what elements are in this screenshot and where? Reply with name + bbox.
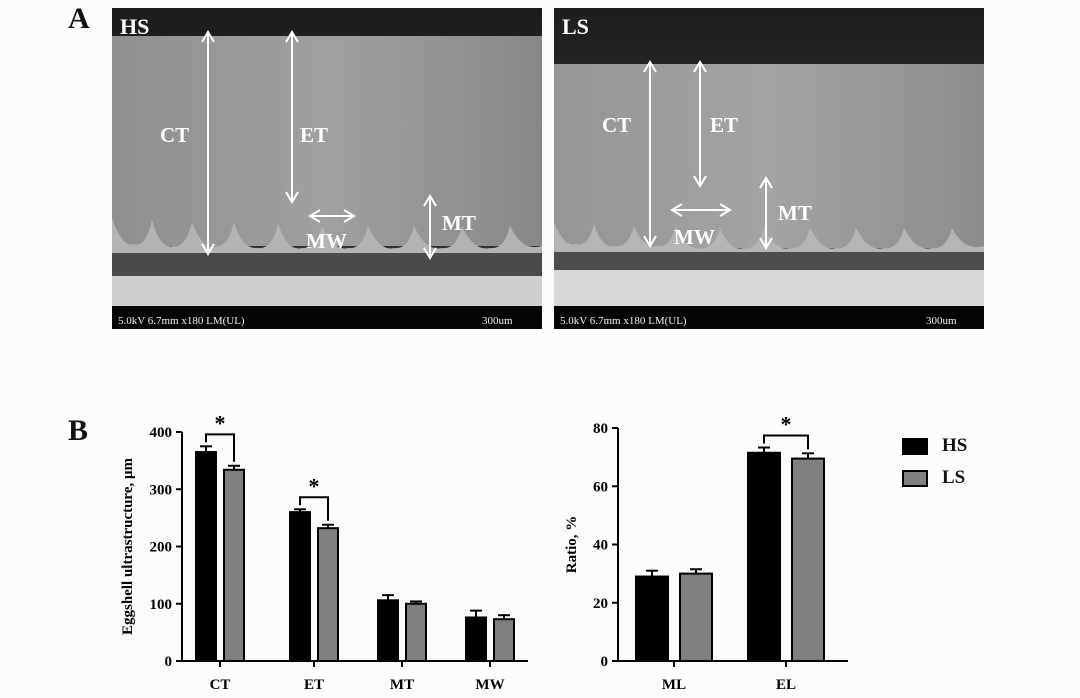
sem-footer-hs: 5.0kV 6.7mm x180 LM(UL) (118, 315, 245, 327)
bar-hs-ct (195, 451, 217, 662)
bar-hs-mt (377, 599, 399, 663)
y-tick-label: 40 (593, 538, 608, 554)
bar-hs-mw (465, 616, 487, 662)
significance-bracket (763, 434, 809, 450)
y-tick-label: 0 (165, 654, 173, 670)
sem-image-hs: HS 5.0kV 6.7mm x180 LM(UL) 300um CT ET M… (112, 8, 542, 329)
legend-label-ls: LS (942, 467, 966, 488)
significance-star: * (781, 412, 792, 437)
panel-label-b: B (68, 414, 89, 447)
sem-label-mw-hs: MW (306, 229, 347, 253)
x-tick-label: ML (662, 677, 686, 693)
legend: HS LS (902, 430, 967, 494)
sem-scale-hs: 300um (482, 315, 513, 327)
bar-ls-mt (405, 602, 427, 662)
bar-ls-ct (223, 468, 245, 662)
y-tick-label: 300 (150, 482, 173, 498)
significance-bracket (299, 496, 329, 521)
y-tick-label: 100 (150, 597, 173, 613)
sem-label-mt-hs: MT (442, 211, 476, 235)
sem-arrows-ls (643, 60, 773, 250)
y-tick-label: 80 (593, 421, 608, 437)
bar-ls-ml (679, 572, 713, 662)
legend-swatch-ls (902, 469, 928, 487)
bar-hs-et (289, 511, 311, 663)
sem-tag-hs: HS (120, 14, 149, 39)
bar-hs-ml (635, 575, 669, 662)
sem-label-ct-hs: CT (160, 123, 189, 147)
x-tick-label: MW (475, 677, 504, 693)
legend-item-hs: HS (902, 430, 967, 462)
x-tick-label: EL (776, 677, 796, 693)
legend-swatch-hs (902, 437, 928, 455)
sem-label-et-ls: ET (710, 113, 738, 137)
bar-ls-el (791, 457, 825, 662)
significance-bracket (205, 433, 235, 462)
sem-label-mt-ls: MT (778, 201, 812, 225)
sem-image-ls: LS 5.0kV 6.7mm x180 LM(UL) 300um CT ET M… (554, 8, 984, 329)
y-tick-label: 0 (601, 654, 609, 670)
y-tick-label: 200 (150, 540, 173, 556)
sem-label-mw-ls: MW (674, 225, 715, 249)
x-tick-label: CT (210, 677, 231, 693)
significance-star: * (215, 410, 226, 435)
y-tick-label: 20 (593, 596, 608, 612)
y-axis-label: Eggshell ultrastructure, μm (120, 458, 136, 635)
panel-label-a: A (68, 2, 90, 35)
bar-hs-el (747, 451, 781, 662)
chart-eggshell-ultrastructure: 0 100 200 300 400 Eggshell ultrastructure, μm… (120, 410, 528, 693)
y-tick-label: 60 (593, 479, 608, 495)
legend-label-hs: HS (942, 435, 968, 456)
y-tick-label: 400 (150, 425, 173, 441)
x-tick-label: MT (390, 677, 414, 693)
sem-tag-ls: LS (562, 14, 589, 39)
sem-label-ct-ls: CT (602, 113, 631, 137)
x-tick-label: ET (304, 677, 324, 693)
sem-label-et-hs: ET (300, 123, 328, 147)
bar-ls-mw (493, 618, 515, 663)
legend-item-ls: LS (902, 462, 967, 494)
bar-ls-et (317, 527, 339, 662)
sem-scale-ls: 300um (926, 315, 957, 327)
significance-star: * (309, 473, 320, 498)
sem-arrows-hs (201, 30, 437, 260)
sem-footer-ls: 5.0kV 6.7mm x180 LM(UL) (560, 315, 687, 327)
y-axis-label: Ratio, % (564, 516, 580, 574)
